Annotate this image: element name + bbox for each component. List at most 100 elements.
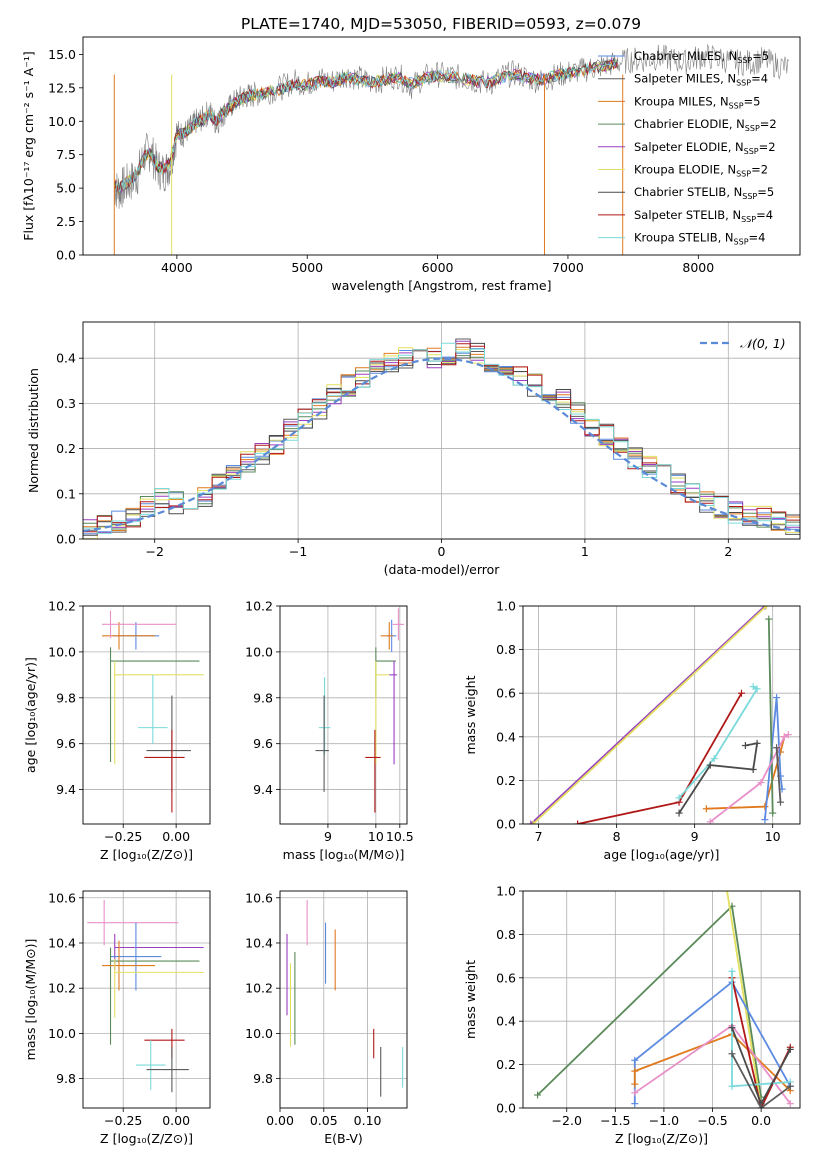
mass_vs_ebv-panel: 0.00 0.05 0.10 9.8 10.0 10.2 10.4 10.6 E(B-V) [245,890,408,1146]
x-tick-label: 10.5 [386,829,414,844]
x-axis-label: Z [log₁₀(Z/Z⊙)] [100,1131,193,1146]
x-tick-label: 7 [535,829,543,844]
y-tick-label: 12.5 [48,80,76,95]
x-tick-label: −0.25 [104,1113,142,1128]
y-tick-label: 0.4 [496,1014,516,1029]
x-axis-label: (data-model)/error [384,562,501,577]
x-axis-label: mass [log₁₀(M/M⊙)] [283,847,405,862]
y-tick-label: 10.0 [48,644,76,659]
y-tick-label: 1.0 [496,599,516,614]
x-tick-label: −2 [145,544,163,559]
weight-line-salpeter-miles [775,747,782,803]
x-tick-label: 10 [765,829,781,844]
y-tick-label: 9.6 [253,736,273,751]
axes-frame [82,321,801,540]
weight-line-kroupa-elodie [726,891,762,1108]
weight_vs_age-panel: 7 8 9 10 0.0 0.2 0.4 0.6 0.8 1.0 age [log₁₀(age/yr… [463,599,801,862]
y-tick-label: 0.4 [56,351,76,366]
y-tick-label: 0.0 [56,248,76,263]
y-axis-label: Flux [fλ10⁻¹⁷ erg cm⁻² s⁻¹ A⁻¹] [21,51,36,240]
age_vs_Z-panel: −0.25 0.00 9.4 9.6 9.8 10.0 10.2 Z [log₁₀(Z/Z⊙)… [23,599,211,862]
legend-entry: Salpeter MILES, NSSP=4 [634,72,768,88]
x-tick-label: 8 [613,829,621,844]
y-tick-label: 9.8 [56,690,76,705]
legend-entry: Kroupa ELODIE, NSSP=2 [634,163,768,179]
y-tick-label: 7.5 [56,147,76,162]
y-axis-label: mass [log₁₀(M/M⊙)] [23,939,38,1061]
weight-line-chabrier-elodie [767,619,774,814]
x-axis-label: Z [log₁₀(Z/Z⊙)] [615,1131,708,1146]
y-tick-label: 0.0 [496,1101,516,1116]
mass_vs_Z-plot-area [87,900,204,1093]
legend-entry: Kroupa STELIB, NSSP=4 [634,231,765,247]
residuals-plot-area [83,338,800,539]
legend-entry: Chabrier STELIB, NSSP=5 [634,185,774,201]
y-tick-label: 0.4 [496,729,516,744]
legend-entry: Salpeter STELIB, NSSP=4 [634,208,773,224]
x-tick-label: 5000 [291,260,323,275]
spectrum-panel: 4000 5000 6000 7000 8000 0.0 2.5 5.0 7.5 10.0 12.5… [21,36,801,293]
weight_vs_Z-panel: −2.0 −1.5 −1.0 −0.5 0.0 0.0 0.2 0.4 0.6 0.8 1.0 Z [… [463,884,801,1146]
x-tick-label: 0.10 [354,1113,382,1128]
x-tick-label: −0.5 [697,1113,727,1128]
y-tick-label: 9.6 [56,736,76,751]
x-tick-label: 8000 [682,260,714,275]
x-tick-label: −1.0 [649,1113,679,1128]
x-axis-label: wavelength [Angstrom, rest frame] [331,278,551,293]
y-tick-label: 9.8 [56,1071,76,1086]
y-tick-label: 10.0 [48,114,76,129]
y-tick-label: 0.3 [56,396,76,411]
y-axis-label: Normed distribution [26,368,41,493]
y-tick-label: 10.0 [245,644,273,659]
weight_vs_age-plot-area [527,606,792,824]
y-tick-label: 10.2 [245,599,273,614]
x-tick-label: −0.25 [104,829,142,844]
axes-frame [279,605,408,825]
x-tick-label: −1.5 [600,1113,630,1128]
x-tick-label: 0.05 [310,1113,338,1128]
legend-entry: 𝒩(0, 1) [740,336,786,351]
model-line-salpeter-elodie [114,57,619,194]
y-tick-label: 2.5 [56,214,76,229]
y-axis-label: mass weight [463,960,478,1039]
y-tick-label: 9.4 [253,782,273,797]
x-tick-label: 0.0 [751,1113,771,1128]
x-tick-label: 0 [438,544,446,559]
normal-curve [83,357,800,533]
y-tick-label: 10.4 [48,935,76,950]
y-tick-label: 9.4 [56,782,76,797]
x-axis-label: age [log₁₀(age/yr)] [604,847,720,862]
y-tick-label: 0.2 [56,441,76,456]
x-tick-label: 6000 [422,260,454,275]
x-tick-label: 9 [324,829,332,844]
model-line-kroupa-miles [113,57,619,195]
legend-entry: Kroupa MILES, NSSP=5 [634,94,760,110]
weight-line-salpeter-elodie [530,606,766,824]
y-tick-label: 1.0 [496,884,516,899]
weight_vs_Z-plot-area [534,891,794,1108]
y-tick-label: 9.8 [253,690,273,705]
axes-frame [522,605,801,825]
x-tick-label: 10 [368,829,384,844]
y-tick-label: 0.0 [56,532,76,547]
y-axis-label: mass weight [463,675,478,754]
figure-title: PLATE=1740, MJD=53050, FIBERID=0593, z=0… [241,15,641,33]
y-tick-label: 0.8 [496,927,516,942]
residuals-panel: −2 −1 0 1 2 0.0 0.1 0.2 0.3 0.4 (data-model)/error… [26,321,801,577]
x-tick-label: 9 [691,829,699,844]
x-tick-label: 0.00 [266,1113,294,1128]
y-tick-label: 10.0 [245,1026,273,1041]
axes-frame [82,36,801,256]
model-line-kroupa-stelib [114,59,619,193]
axes-frame [82,890,211,1109]
axes-frame [522,890,801,1109]
x-tick-label: −2.0 [552,1113,582,1128]
y-axis-label: age [log₁₀(age/yr)] [23,657,38,773]
age_vs_mass-panel: 9 10 10.5 9.4 9.6 9.8 10.0 10.2 mass [log₁₀(M/M⊙… [245,599,414,863]
y-tick-label: 10.6 [48,890,76,905]
y-tick-label: 10.2 [245,981,273,996]
y-tick-label: 0.2 [496,1057,516,1072]
age_vs_Z-plot-area [102,610,204,813]
y-tick-label: 10.0 [48,1026,76,1041]
